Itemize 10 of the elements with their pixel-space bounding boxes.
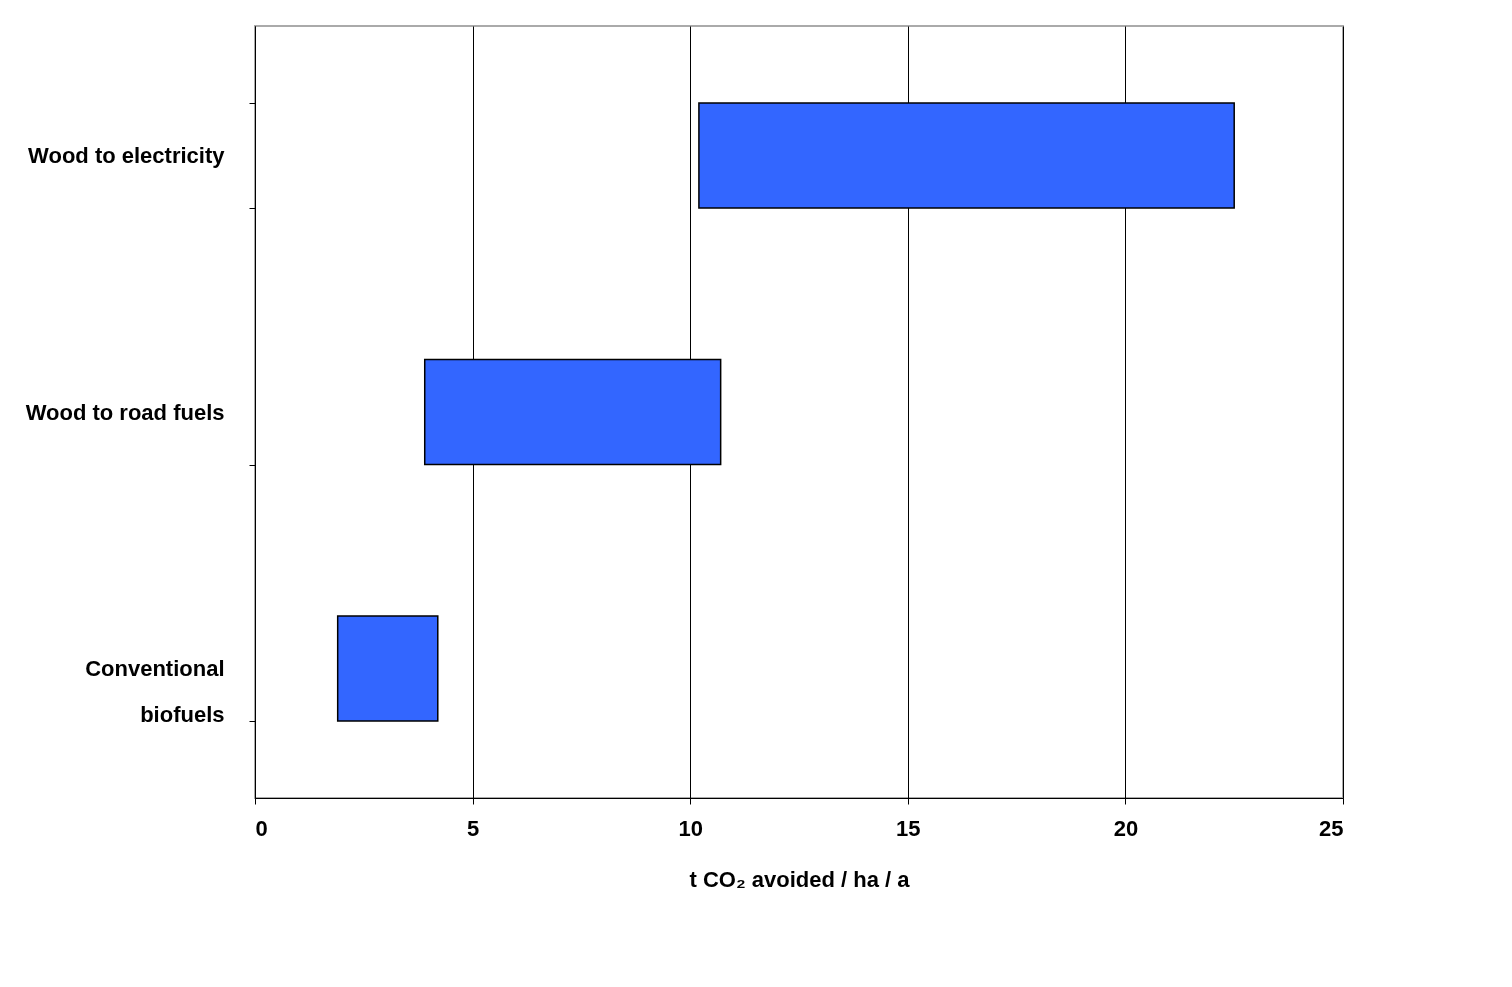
x-axis-title: t CO₂ avoided / ha / a bbox=[689, 866, 911, 892]
x-tick-label: 5 bbox=[466, 815, 480, 841]
x-tick-label: 10 bbox=[678, 815, 703, 841]
x-tick-label: 20 bbox=[1113, 815, 1139, 841]
x-tick-label: 0 bbox=[255, 815, 268, 841]
y-tick-label: Wood to road fuels bbox=[25, 399, 225, 425]
x-tick-label: 15 bbox=[896, 815, 921, 841]
x-tick-label: 25 bbox=[1319, 815, 1344, 841]
y-tick-label: Wood to electricity bbox=[28, 143, 226, 169]
y-tick-label: Conventional biofuels bbox=[85, 655, 225, 727]
